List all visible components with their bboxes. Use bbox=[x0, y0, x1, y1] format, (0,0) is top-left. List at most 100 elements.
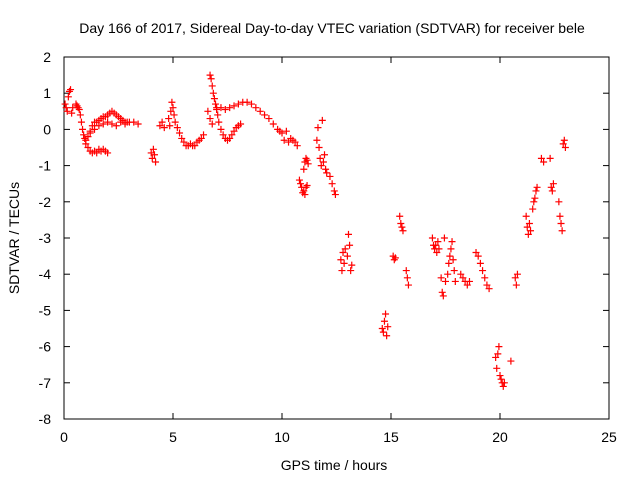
data-point bbox=[68, 109, 76, 117]
data-point bbox=[130, 118, 138, 126]
data-point bbox=[397, 220, 405, 228]
data-point bbox=[496, 372, 504, 380]
data-point bbox=[390, 256, 398, 264]
data-point bbox=[297, 180, 305, 188]
data-point bbox=[439, 292, 447, 300]
data-point bbox=[399, 227, 407, 235]
data-point bbox=[548, 187, 556, 195]
data-point bbox=[285, 138, 293, 146]
data-point bbox=[112, 122, 120, 130]
data-point bbox=[280, 136, 288, 144]
data-point bbox=[62, 104, 70, 112]
data-point bbox=[557, 220, 565, 228]
data-point bbox=[191, 142, 199, 150]
data-point bbox=[404, 281, 412, 289]
x-tick-label: 10 bbox=[274, 429, 290, 445]
data-point bbox=[497, 375, 505, 383]
data-point bbox=[383, 332, 391, 340]
data-point bbox=[499, 382, 507, 390]
data-point bbox=[500, 379, 508, 387]
data-point bbox=[493, 364, 501, 372]
data-point bbox=[494, 350, 502, 358]
data-point bbox=[170, 111, 178, 119]
y-tick-label: -6 bbox=[39, 339, 52, 355]
data-point bbox=[549, 180, 557, 188]
data-point bbox=[433, 248, 441, 256]
data-point bbox=[84, 133, 92, 141]
y-tick-label: -3 bbox=[39, 230, 52, 246]
data-point bbox=[108, 120, 116, 128]
data-point bbox=[303, 182, 311, 190]
data-point bbox=[459, 274, 467, 282]
data-point bbox=[523, 223, 531, 231]
data-point bbox=[166, 122, 174, 130]
data-point bbox=[512, 281, 520, 289]
data-point bbox=[379, 328, 387, 336]
data-point bbox=[323, 169, 331, 177]
data-point bbox=[483, 281, 491, 289]
data-point bbox=[465, 277, 473, 285]
data-point bbox=[217, 104, 225, 112]
data-point bbox=[463, 281, 471, 289]
data-point bbox=[485, 285, 493, 293]
data-point bbox=[530, 198, 538, 206]
y-tick-label: 1 bbox=[43, 85, 51, 101]
data-point bbox=[511, 274, 519, 282]
data-point bbox=[213, 105, 221, 113]
data-point bbox=[173, 124, 181, 132]
y-axis-label: SDTVAR / TECUs bbox=[6, 182, 22, 294]
data-point bbox=[537, 154, 545, 162]
data-point bbox=[237, 120, 245, 128]
plot-frame bbox=[63, 56, 610, 420]
y-tick-label: -1 bbox=[39, 158, 52, 174]
x-tick-label: 15 bbox=[383, 429, 399, 445]
data-point bbox=[529, 205, 537, 213]
data-point bbox=[437, 274, 445, 282]
data-point bbox=[117, 118, 125, 126]
data-point bbox=[180, 138, 188, 146]
data-point bbox=[67, 86, 75, 94]
data-point bbox=[293, 142, 301, 150]
data-point bbox=[65, 87, 73, 95]
data-point bbox=[204, 107, 212, 115]
data-point bbox=[340, 259, 348, 267]
data-point bbox=[61, 100, 69, 108]
data-point bbox=[318, 116, 326, 124]
data-point bbox=[207, 75, 215, 83]
data-point bbox=[440, 234, 448, 242]
data-point bbox=[303, 156, 311, 164]
data-point bbox=[134, 120, 142, 128]
data-point bbox=[63, 107, 71, 115]
data-point bbox=[315, 144, 323, 151]
data-point bbox=[217, 125, 225, 133]
data-point bbox=[346, 241, 354, 249]
data-point bbox=[476, 259, 484, 267]
x-tick-label: 25 bbox=[601, 429, 617, 445]
data-point bbox=[344, 230, 352, 238]
data-point bbox=[226, 134, 234, 142]
data-point bbox=[95, 122, 103, 130]
data-markers bbox=[61, 71, 569, 390]
data-point bbox=[226, 104, 234, 112]
data-point bbox=[438, 288, 446, 296]
data-point bbox=[457, 270, 465, 278]
data-point bbox=[206, 71, 214, 79]
data-point bbox=[300, 165, 308, 173]
data-point bbox=[472, 248, 480, 256]
data-point bbox=[93, 149, 101, 157]
data-point bbox=[243, 98, 251, 106]
data-point bbox=[382, 310, 390, 318]
data-point bbox=[525, 220, 533, 228]
data-point bbox=[316, 154, 324, 162]
data-point bbox=[522, 212, 530, 220]
data-point bbox=[442, 277, 449, 285]
data-point bbox=[328, 180, 336, 188]
data-point bbox=[206, 115, 214, 123]
data-point bbox=[150, 151, 158, 159]
data-point bbox=[104, 118, 112, 126]
data-point bbox=[77, 118, 85, 126]
data-point bbox=[99, 120, 107, 128]
data-point bbox=[547, 183, 555, 191]
